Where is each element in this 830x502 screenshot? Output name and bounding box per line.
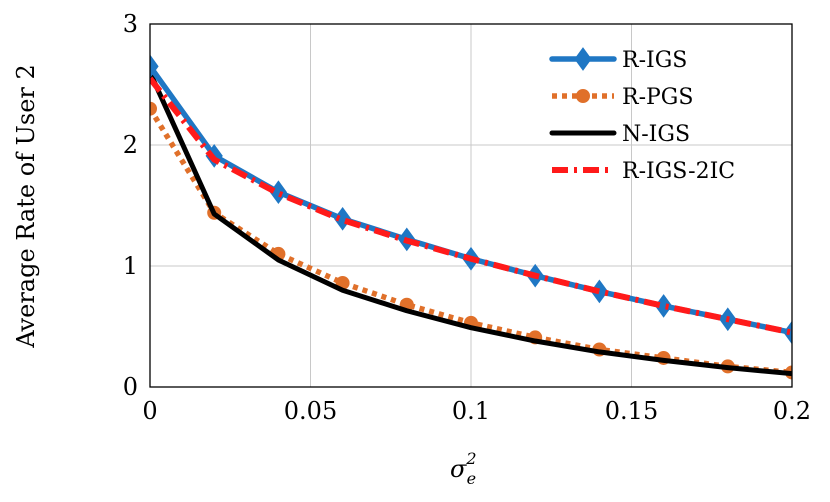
x-tick-label: 0.15 bbox=[605, 397, 658, 425]
legend-label-n-igs: N-IGS bbox=[622, 122, 690, 147]
legend: R-IGS R-PGS N-IGS R-IGS-2IC bbox=[549, 47, 735, 184]
legend-marker-r-igs bbox=[574, 47, 592, 71]
series-line-n-igs bbox=[150, 69, 792, 377]
series-line-r-igs-2ic bbox=[150, 76, 792, 336]
legend-item-r-pgs: R-PGS bbox=[552, 85, 693, 110]
legend-marker-r-pgs bbox=[576, 89, 590, 103]
x-axis-title: σ2 e bbox=[450, 449, 477, 488]
legend-label-r-pgs: R-PGS bbox=[622, 85, 693, 110]
legend-item-r-igs: R-IGS bbox=[549, 47, 687, 73]
grid bbox=[150, 24, 792, 387]
y-axis-title: Average Rate of User 2 bbox=[12, 64, 40, 349]
tick-labels: 0 0.05 0.1 0.15 0.2 0 1 2 3 bbox=[123, 10, 811, 425]
legend-label-r-igs-2ic: R-IGS-2IC bbox=[622, 159, 735, 184]
series-r-igs-2ic bbox=[150, 76, 792, 336]
legend-item-n-igs: N-IGS bbox=[549, 122, 690, 147]
legend-label-r-igs: R-IGS bbox=[622, 48, 687, 73]
y-tick-label: 3 bbox=[123, 10, 138, 38]
legend-item-r-igs-2ic: R-IGS-2IC bbox=[552, 159, 735, 184]
y-tick-label: 2 bbox=[123, 131, 138, 159]
x-axis-title-symbol: σ bbox=[450, 455, 467, 483]
x-tick-label: 0.2 bbox=[773, 397, 811, 425]
data-point-r-igs bbox=[150, 54, 159, 79]
data-point-r-pgs bbox=[150, 101, 157, 116]
series-group bbox=[150, 54, 792, 380]
x-axis-title-subscript: e bbox=[467, 469, 476, 488]
x-tick-label: 0 bbox=[142, 397, 157, 425]
x-axis-title-superscript: 2 bbox=[465, 449, 476, 468]
x-tick-label: 0.1 bbox=[452, 397, 490, 425]
y-tick-label: 0 bbox=[123, 373, 138, 401]
series-n-igs bbox=[150, 69, 792, 377]
y-tick-label: 1 bbox=[123, 252, 138, 280]
x-tick-label: 0.05 bbox=[284, 397, 337, 425]
plot-frame bbox=[149, 23, 793, 388]
